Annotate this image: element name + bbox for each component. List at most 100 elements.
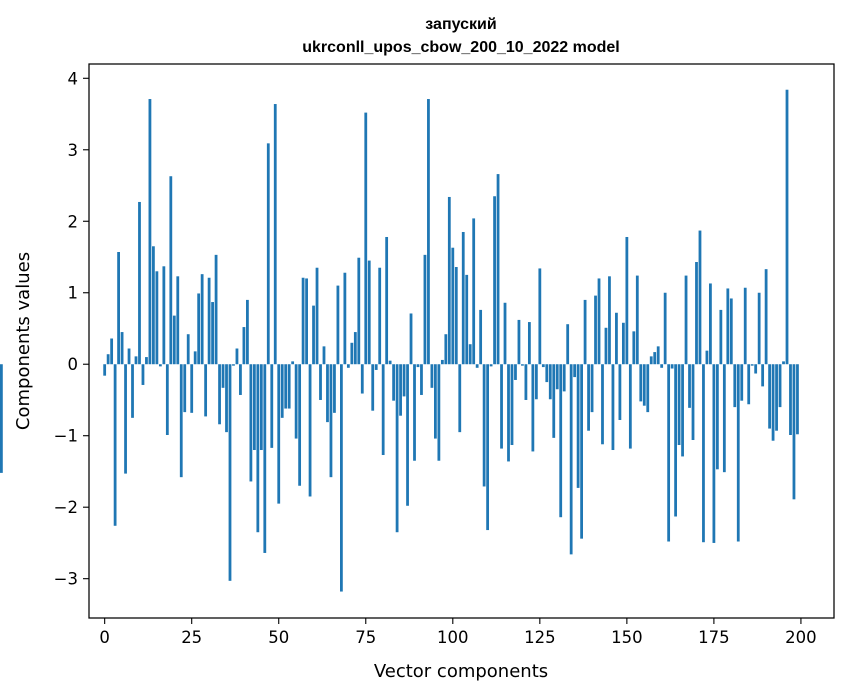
bar — [259, 364, 263, 451]
bar — [740, 364, 744, 401]
bar — [329, 364, 333, 478]
bar — [305, 278, 308, 365]
y-axis-label: Components values — [13, 252, 34, 430]
bar — [778, 364, 782, 408]
bar — [336, 285, 340, 365]
bar — [207, 277, 211, 365]
bar — [521, 364, 524, 366]
bar — [674, 364, 677, 517]
bar — [186, 334, 190, 365]
bar — [176, 276, 180, 365]
bar — [715, 364, 719, 470]
bar — [284, 364, 288, 409]
bar — [628, 364, 632, 449]
bar — [608, 276, 611, 365]
bar — [503, 302, 507, 365]
bar — [500, 364, 503, 449]
bar — [576, 364, 580, 488]
bar — [580, 364, 583, 539]
bar — [110, 338, 114, 365]
bar — [754, 364, 758, 374]
bar — [625, 236, 629, 365]
bar — [764, 269, 768, 365]
bar — [371, 364, 375, 411]
bar — [729, 298, 733, 365]
bar — [301, 277, 305, 365]
bar — [381, 364, 385, 456]
x-tick-label: 150 — [611, 628, 643, 647]
bar — [472, 218, 476, 365]
bar — [681, 364, 684, 457]
bar — [204, 364, 208, 417]
bar — [768, 364, 771, 429]
bar — [430, 364, 434, 388]
bar — [141, 364, 145, 385]
bar — [232, 364, 235, 366]
bar — [169, 176, 173, 365]
bar — [357, 257, 361, 365]
bar — [343, 272, 347, 365]
bar — [604, 327, 608, 365]
bar — [789, 364, 792, 435]
bar — [158, 364, 162, 367]
bar — [214, 254, 218, 365]
bar — [0, 364, 3, 473]
bar — [750, 364, 754, 366]
bar — [552, 364, 556, 438]
bar — [106, 354, 110, 365]
bar — [461, 231, 465, 365]
bar — [479, 309, 483, 365]
bar — [249, 364, 253, 482]
bar — [507, 364, 510, 462]
bar — [667, 364, 671, 542]
bar — [524, 364, 528, 400]
bar — [465, 274, 469, 365]
bar — [670, 364, 674, 369]
x-tick-label: 0 — [99, 628, 110, 647]
bar — [228, 364, 232, 581]
bar — [677, 364, 681, 446]
bar — [266, 143, 270, 365]
bar — [409, 313, 413, 365]
bar — [597, 278, 601, 365]
y-tick-label: 4 — [68, 69, 79, 88]
chart-subtitle: ukrconll_upos_cbow_200_10_2022 model — [302, 39, 619, 56]
bar — [252, 364, 256, 451]
bar — [726, 288, 730, 365]
bar — [583, 299, 587, 365]
bar — [527, 322, 531, 365]
x-tick-label: 175 — [698, 628, 730, 647]
bar — [566, 324, 570, 365]
bar — [792, 364, 796, 500]
bar — [538, 268, 542, 365]
bar — [534, 364, 538, 400]
bar — [447, 196, 451, 365]
bar — [601, 364, 604, 445]
bar — [322, 346, 326, 365]
bar — [705, 350, 709, 365]
bar — [653, 352, 657, 365]
bar — [152, 246, 155, 365]
bar — [148, 99, 152, 365]
bar — [200, 274, 204, 365]
bar — [618, 364, 622, 420]
bar — [743, 287, 747, 365]
x-tick-label: 200 — [785, 628, 817, 647]
bar — [388, 360, 392, 365]
bar — [437, 364, 441, 461]
y-axis: −3 −2 −1 0 1 2 3 4 — [54, 69, 89, 589]
bar — [291, 361, 295, 365]
bar — [242, 327, 246, 365]
bar — [635, 275, 639, 365]
bar — [315, 267, 319, 365]
bar — [615, 312, 618, 365]
bar — [190, 364, 194, 413]
bar — [656, 346, 660, 365]
bar — [434, 364, 437, 439]
bar — [131, 364, 134, 418]
bar — [385, 236, 389, 365]
bar — [319, 364, 322, 400]
bar — [736, 364, 740, 542]
bar — [273, 104, 277, 365]
bar — [541, 364, 545, 368]
